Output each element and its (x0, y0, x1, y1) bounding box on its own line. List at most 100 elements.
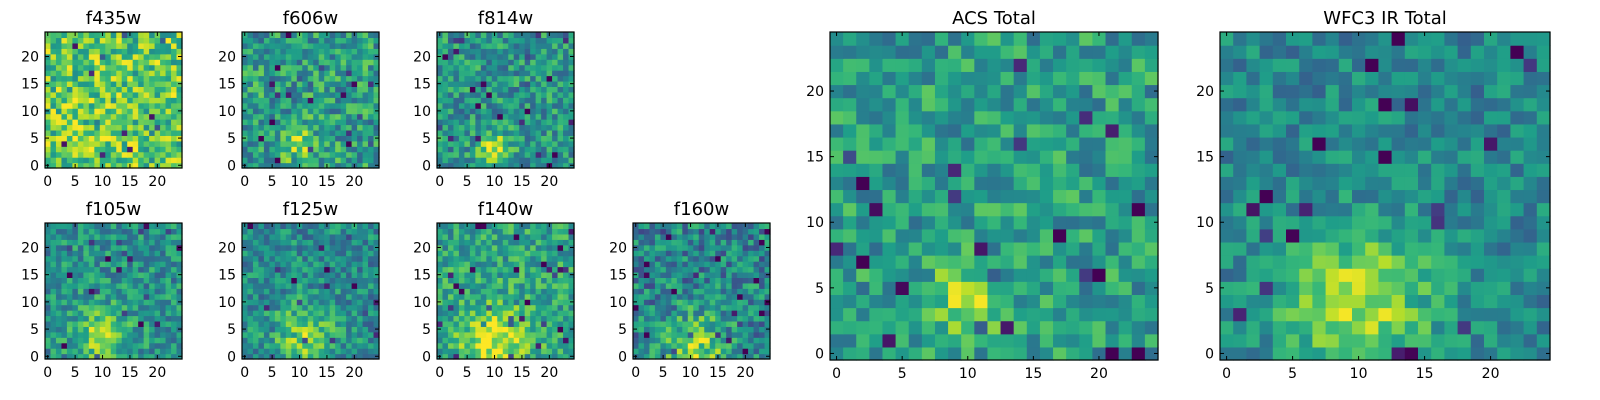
heatmap-cell (563, 353, 570, 360)
heatmap-cell (546, 75, 553, 82)
heatmap-cell (709, 288, 716, 295)
heatmap-cell (726, 244, 733, 251)
heatmap-cell (676, 331, 683, 338)
heatmap-cell (1131, 228, 1146, 243)
heatmap-cell (77, 255, 84, 262)
heatmap-cell (519, 266, 526, 273)
heatmap-cell (519, 102, 526, 109)
heatmap-cell (524, 348, 531, 355)
heatmap-cell (121, 48, 128, 55)
heatmap-cell (165, 124, 172, 131)
heatmap-cell (61, 233, 68, 240)
heatmap-cell (171, 255, 178, 262)
heatmap-cell (357, 261, 364, 268)
heatmap-cell (524, 91, 531, 98)
heatmap-cell (709, 304, 716, 311)
heatmap-cell (508, 320, 515, 327)
heatmap-cell (709, 310, 716, 317)
heatmap-cell (464, 266, 471, 273)
heatmap-cell (524, 53, 531, 60)
heatmap-cell (948, 241, 962, 256)
heatmap-cell (105, 331, 112, 338)
heatmap-cell (1144, 228, 1159, 243)
heatmap-cell (447, 75, 455, 82)
heatmap-cell (77, 151, 84, 158)
heatmap-cell (121, 331, 128, 338)
heatmap-cell (1013, 189, 1028, 204)
heatmap-cell (45, 91, 52, 98)
heatmap-cell (961, 189, 975, 204)
heatmap-cell (502, 233, 509, 240)
heatmap-cell (105, 315, 112, 322)
heatmap-cell (61, 151, 68, 158)
heatmap-cell (324, 250, 331, 257)
heatmap-cell (458, 119, 465, 126)
heatmap-cell (94, 348, 101, 355)
heatmap-cell (296, 320, 303, 327)
heatmap-cell (921, 294, 936, 309)
heatmap-cell (50, 48, 57, 55)
heatmap-cell (469, 250, 476, 257)
heatmap-cell (335, 146, 342, 153)
heatmap-cell (160, 140, 167, 147)
heatmap-cell (77, 239, 84, 246)
heatmap-cell (116, 162, 123, 169)
heatmap-cell (274, 80, 281, 87)
heatmap-cell (541, 162, 548, 169)
heatmap-cell (313, 64, 320, 71)
heatmap-cell (519, 310, 526, 317)
heatmap-cell (313, 140, 320, 147)
heatmap-cell (83, 304, 90, 311)
heatmap-cell (346, 42, 353, 49)
heatmap-cell (709, 244, 716, 251)
heatmap-cell (357, 70, 364, 77)
heatmap-cell (160, 97, 167, 104)
heatmap-cell (693, 244, 700, 251)
heatmap-cell (486, 320, 493, 327)
heatmap-cell (269, 119, 276, 126)
heatmap-cell (475, 239, 482, 246)
heatmap-cell (83, 239, 90, 246)
heatmap-cell (357, 140, 364, 147)
heatmap-cell (546, 70, 553, 77)
heatmap-cell (313, 124, 320, 131)
heatmap-cell (535, 326, 542, 333)
heatmap-cell (72, 97, 79, 104)
heatmap-cell (66, 86, 73, 93)
heatmap-cell (258, 326, 265, 333)
heatmap-cell (469, 239, 476, 246)
heatmap-cell (165, 151, 172, 158)
heatmap-cell (132, 59, 139, 66)
heatmap-cell (557, 228, 564, 235)
heatmap-cell (687, 326, 694, 333)
heatmap-cell (116, 342, 123, 349)
heatmap-cell (1131, 189, 1146, 204)
heatmap-cell (1079, 163, 1093, 177)
heatmap-cell (502, 266, 509, 273)
heatmap-cell (176, 146, 183, 153)
heatmap-cell (715, 288, 722, 295)
heatmap-cell (121, 86, 128, 93)
heatmap-cell (99, 140, 106, 147)
heatmap-cell (693, 293, 700, 300)
heatmap-cell (502, 53, 509, 60)
heatmap-cell (453, 129, 460, 136)
heatmap-cell (110, 288, 117, 295)
heatmap-cell (373, 223, 380, 230)
heatmap-cell (704, 255, 711, 262)
heatmap-cell (1053, 215, 1067, 230)
heatmap-cell (895, 268, 910, 282)
heatmap-cell (649, 315, 656, 322)
heatmap-cell (94, 315, 101, 322)
heatmap-cell (368, 37, 375, 44)
heatmap-cell (149, 326, 156, 333)
heatmap-cell (143, 331, 150, 338)
heatmap-cell (258, 70, 265, 77)
heatmap-cell (497, 157, 504, 164)
heatmap-cell (764, 342, 771, 349)
heatmap-cell (1105, 294, 1120, 309)
heatmap-cell (437, 261, 444, 268)
heatmap-cell (524, 75, 531, 82)
x-tick-label: 5 (463, 365, 472, 381)
heatmap-cell (480, 37, 487, 44)
